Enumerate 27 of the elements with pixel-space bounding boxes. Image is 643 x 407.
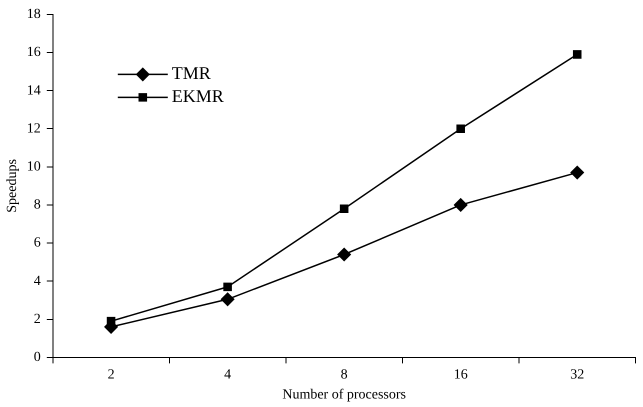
point [454,198,468,212]
legend-label: TMR [172,63,211,84]
x-tick-label: 2 [108,367,115,382]
x-tick-label: 32 [570,367,584,382]
point [570,166,584,180]
y-tick-label: 4 [34,274,41,289]
y-axis-title: Speedups [5,159,20,213]
point [340,204,348,214]
y-tick-label: 14 [26,83,41,98]
y-tick-label: 18 [26,7,41,22]
x-tick-label: 4 [224,367,232,382]
point [572,50,582,59]
y-tick-label: 16 [26,45,41,60]
point [223,282,232,292]
y-tick-label: 8 [34,198,41,213]
x-tick-label: 8 [340,367,348,382]
x-tick-label: 16 [454,367,468,382]
y-tick-label: 6 [34,236,41,251]
point [220,292,234,306]
y-tick-label: 12 [26,121,41,136]
x-axis-title: Number of processors [282,387,406,402]
point [456,124,465,134]
y-tick-label: 0 [34,350,41,366]
legend-label: EKMR [172,86,224,106]
y-tick-label: 2 [34,312,41,327]
point [337,248,351,262]
y-tick-label: 10 [26,160,41,175]
